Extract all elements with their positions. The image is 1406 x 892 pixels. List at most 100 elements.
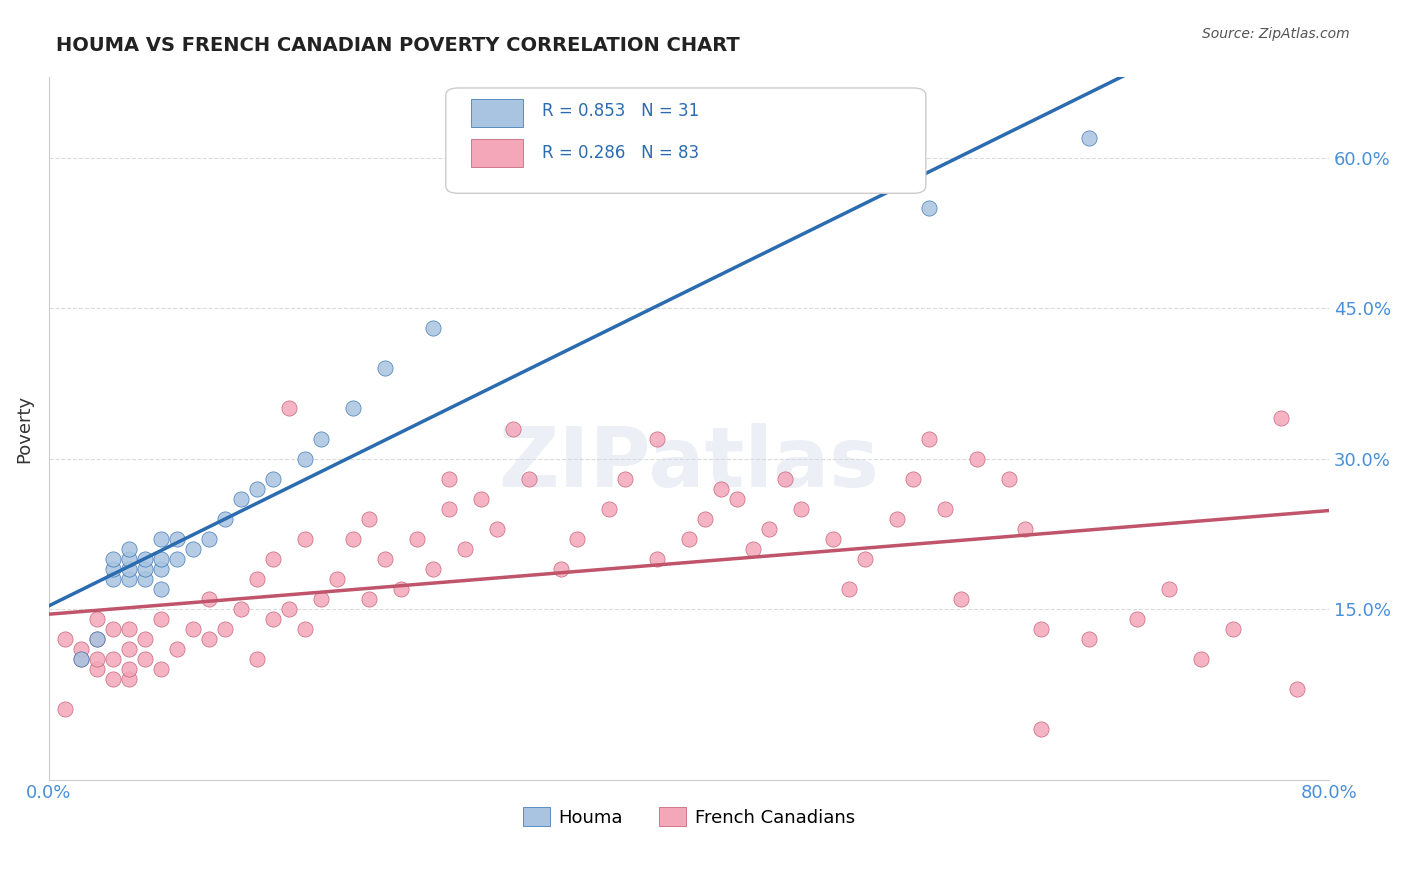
Point: [309, 432, 332, 446]
Point: [118, 642, 141, 657]
Point: [1270, 411, 1292, 425]
Point: [422, 562, 444, 576]
Point: [1078, 130, 1101, 145]
Point: [918, 432, 941, 446]
Point: [101, 673, 124, 687]
Point: [710, 482, 733, 496]
Point: [214, 512, 236, 526]
Point: [742, 541, 765, 556]
Point: [118, 562, 141, 576]
Point: [326, 572, 349, 586]
Point: [1189, 652, 1212, 666]
FancyBboxPatch shape: [471, 98, 523, 127]
Text: HOUMA VS FRENCH CANADIAN POVERTY CORRELATION CHART: HOUMA VS FRENCH CANADIAN POVERTY CORRELA…: [56, 36, 740, 54]
Point: [502, 421, 524, 435]
Point: [149, 532, 172, 546]
Point: [886, 512, 908, 526]
Point: [838, 582, 860, 596]
Point: [342, 401, 364, 416]
Point: [790, 501, 813, 516]
Point: [86, 632, 108, 647]
Point: [70, 652, 93, 666]
Point: [149, 552, 172, 566]
Point: [294, 622, 316, 636]
Point: [262, 612, 284, 626]
Point: [101, 652, 124, 666]
Point: [166, 552, 188, 566]
Point: [1078, 632, 1101, 647]
Point: [406, 532, 429, 546]
Point: [118, 552, 141, 566]
Point: [294, 532, 316, 546]
Point: [118, 662, 141, 676]
Point: [1157, 582, 1180, 596]
Point: [101, 572, 124, 586]
Point: [773, 472, 796, 486]
Point: [357, 512, 380, 526]
Point: [86, 632, 108, 647]
Point: [118, 673, 141, 687]
Point: [950, 592, 973, 607]
Point: [149, 662, 172, 676]
Point: [437, 501, 460, 516]
Point: [645, 552, 668, 566]
Point: [86, 652, 108, 666]
Point: [229, 491, 252, 506]
Point: [374, 361, 396, 376]
Point: [693, 512, 716, 526]
Point: [342, 532, 364, 546]
Point: [725, 491, 748, 506]
Text: R = 0.853   N = 31: R = 0.853 N = 31: [541, 103, 699, 120]
Point: [821, 532, 844, 546]
Point: [517, 472, 540, 486]
Point: [389, 582, 412, 596]
Point: [181, 541, 204, 556]
Point: [246, 652, 269, 666]
Point: [278, 602, 301, 616]
Point: [86, 612, 108, 626]
Point: [134, 632, 156, 647]
Point: [229, 602, 252, 616]
Text: R = 0.286   N = 83: R = 0.286 N = 83: [541, 144, 699, 161]
Point: [118, 541, 141, 556]
Point: [998, 472, 1021, 486]
Point: [246, 482, 269, 496]
Point: [966, 451, 988, 466]
FancyBboxPatch shape: [446, 88, 925, 194]
Point: [101, 562, 124, 576]
Point: [166, 532, 188, 546]
Point: [1285, 682, 1308, 697]
Point: [149, 612, 172, 626]
Point: [422, 321, 444, 335]
Point: [262, 472, 284, 486]
Point: [470, 491, 492, 506]
Point: [758, 522, 780, 536]
Point: [918, 201, 941, 215]
Point: [309, 592, 332, 607]
Point: [437, 472, 460, 486]
Point: [101, 622, 124, 636]
Point: [118, 572, 141, 586]
Point: [278, 401, 301, 416]
Point: [70, 652, 93, 666]
Point: [678, 532, 700, 546]
Point: [166, 642, 188, 657]
Point: [1029, 622, 1052, 636]
Point: [181, 622, 204, 636]
Point: [1222, 622, 1244, 636]
Text: Source: ZipAtlas.com: Source: ZipAtlas.com: [1202, 27, 1350, 41]
Point: [134, 552, 156, 566]
Point: [134, 572, 156, 586]
Point: [70, 642, 93, 657]
Point: [53, 702, 76, 716]
Text: ZIPatlas: ZIPatlas: [499, 423, 880, 504]
Point: [357, 592, 380, 607]
Point: [53, 632, 76, 647]
Point: [246, 572, 269, 586]
Point: [118, 622, 141, 636]
Point: [149, 562, 172, 576]
Y-axis label: Poverty: Poverty: [15, 394, 32, 463]
Point: [454, 541, 477, 556]
Legend: Houma, French Canadians: Houma, French Canadians: [515, 800, 863, 834]
Point: [101, 552, 124, 566]
